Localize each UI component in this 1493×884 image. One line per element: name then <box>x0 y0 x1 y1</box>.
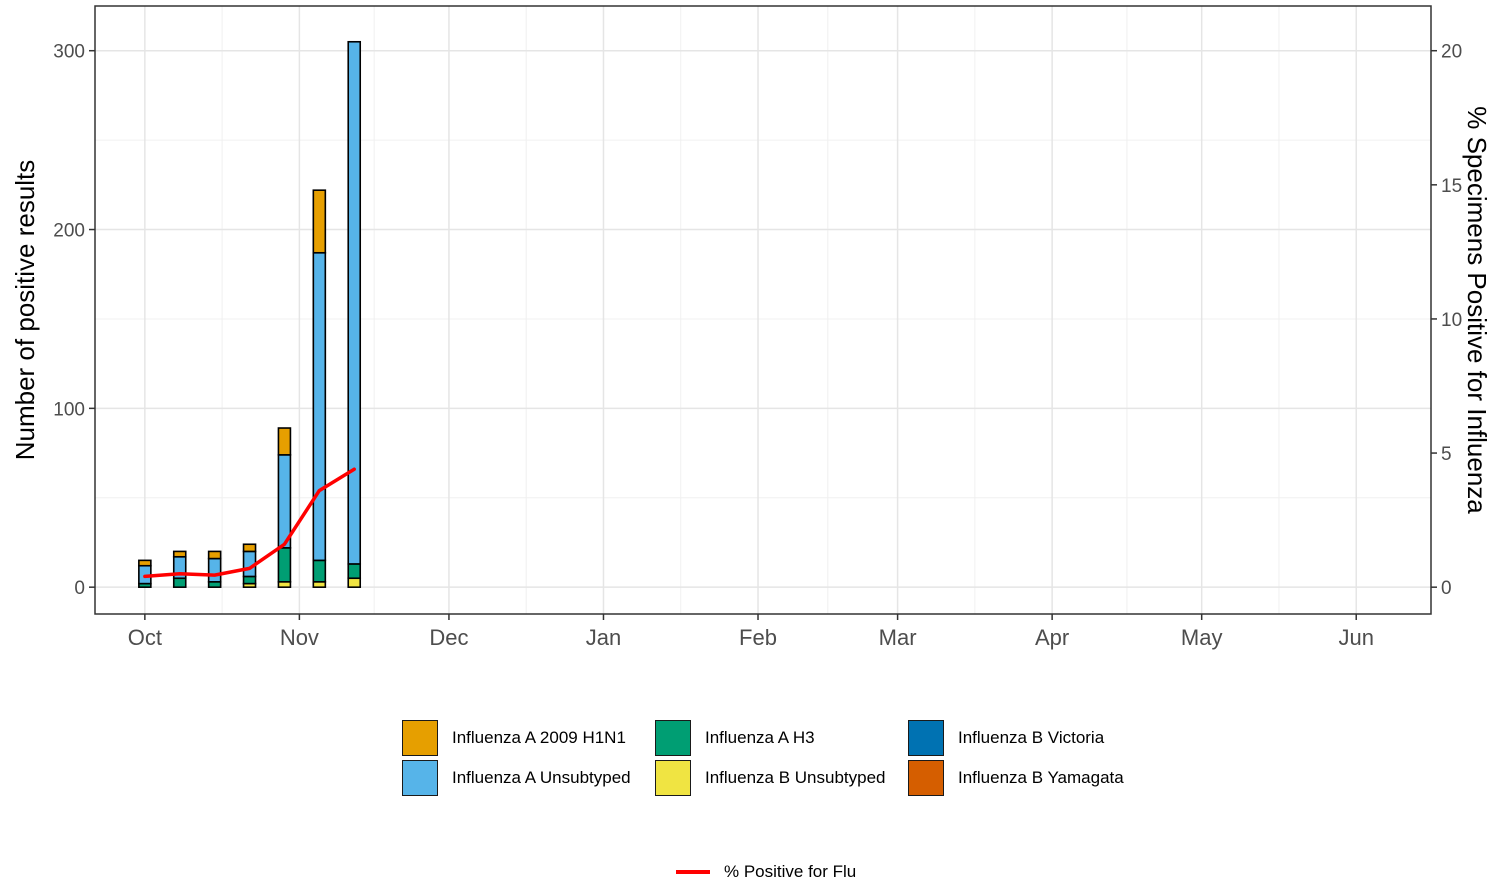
y-tick-label: 100 <box>53 399 85 420</box>
plot-panel-border <box>94 5 1432 615</box>
legend-label: Influenza A Unsubtyped <box>452 768 631 787</box>
y2-tick-label: 0 <box>1441 578 1452 599</box>
bar-segment <box>207 550 222 560</box>
bar-segment <box>277 427 292 456</box>
bar-segment <box>242 575 257 585</box>
bar-segment <box>172 577 187 588</box>
x-tick-label: Feb <box>739 625 777 650</box>
legend-swatch <box>655 760 691 796</box>
y2-tick-label: 20 <box>1441 42 1462 63</box>
y2-tick-label: 10 <box>1441 310 1462 331</box>
x-tick-label: Mar <box>879 625 917 650</box>
line-legend-key <box>676 870 710 874</box>
line-legend-label: % Positive for Flu <box>724 862 857 881</box>
x-tick-label: May <box>1181 625 1223 650</box>
bar-segment <box>312 189 327 254</box>
x-tick-label: Apr <box>1035 625 1069 650</box>
legend-swatch <box>402 720 438 756</box>
legend-swatch <box>655 720 691 756</box>
x-tick-label: Jun <box>1338 625 1373 650</box>
bar-segment <box>207 557 222 583</box>
bar-segment <box>312 581 327 588</box>
y2-tick-label: 15 <box>1441 176 1462 197</box>
legend-label: Influenza A 2009 H1N1 <box>452 728 626 747</box>
bar-segment <box>312 251 327 562</box>
legend-swatch <box>908 760 944 796</box>
legend-item-b-unsubtyped: Influenza B Unsubtyped <box>655 758 886 798</box>
bar-segment <box>138 559 152 567</box>
bar-segment <box>242 543 257 553</box>
bar-segment <box>347 563 362 580</box>
y-tick-label: 300 <box>53 42 85 63</box>
legend-swatch <box>402 760 438 796</box>
influenza-chart: 0 100 200 300 0 5 10 15 20 Oct Nov Dec Jan Feb Mar Apr M… <box>10 5 1492 650</box>
legend-item-a-h1n1: Influenza A 2009 H1N1 <box>402 718 626 758</box>
legend-swatch <box>908 720 944 756</box>
legend-item-a-h3: Influenza A H3 <box>655 718 815 758</box>
fill-legend: Influenza A 2009 H1N1 Influenza A H3 Inf… <box>402 718 1162 802</box>
x-tick-label: Jan <box>586 625 621 650</box>
bar-segment <box>172 550 187 558</box>
legend-label: Influenza B Victoria <box>958 728 1105 747</box>
y-tick-label: 0 <box>74 578 85 599</box>
bar-segment <box>277 547 292 583</box>
legend-label: Influenza A H3 <box>705 728 815 747</box>
x-tick-label: Dec <box>429 625 468 650</box>
y-axis-title: Number of positive results <box>10 160 40 461</box>
bar-segment <box>347 40 362 565</box>
legend-label: Influenza B Unsubtyped <box>705 768 886 787</box>
percent-positive-line <box>143 467 356 579</box>
y2-axis-title: % Specimens Positive for Influenza <box>1462 106 1492 514</box>
bar-segment <box>277 581 292 588</box>
x-tick-label: Nov <box>280 625 319 650</box>
legend-label: Influenza B Yamagata <box>958 768 1124 787</box>
legend-item-a-unsubtyped: Influenza A Unsubtyped <box>402 758 631 798</box>
bar-segment <box>312 559 327 583</box>
y2-tick-label: 5 <box>1441 444 1452 465</box>
y-tick-label: 200 <box>53 221 85 242</box>
bar-segment <box>277 454 292 549</box>
legend-item-b-victoria: Influenza B Victoria <box>908 718 1104 758</box>
bar-segment <box>347 577 362 588</box>
x-tick-label: Oct <box>128 625 162 650</box>
legend-item-b-yamagata: Influenza B Yamagata <box>908 758 1124 798</box>
bar-segment <box>207 581 222 588</box>
line-legend: % Positive for Flu <box>676 860 856 884</box>
